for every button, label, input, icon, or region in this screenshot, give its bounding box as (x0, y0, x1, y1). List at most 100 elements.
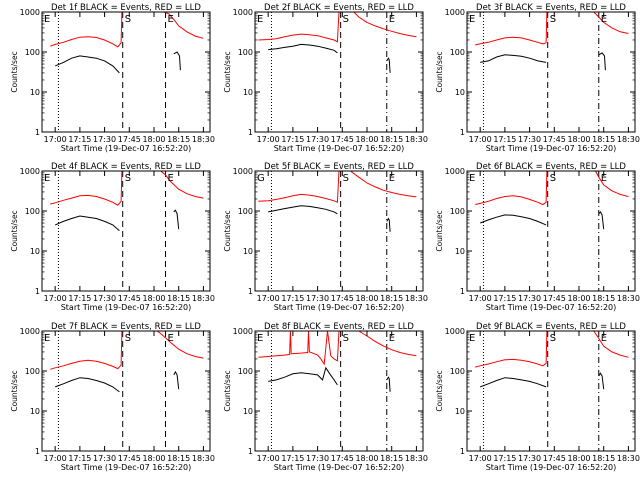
x-tick-label: 18:30 (617, 294, 640, 303)
x-tick-label: 18:15 (380, 294, 403, 303)
series-lld-line (50, 11, 123, 48)
series-lld-line (475, 11, 548, 46)
panel-title: Det 3f BLACK = Events, RED = LLD (476, 3, 626, 13)
series-lld-line (353, 11, 417, 38)
x-tick-label: 18:30 (405, 135, 428, 144)
plot-frame (41, 330, 211, 452)
x-tick-label: 18:00 (142, 135, 165, 144)
y-tick-label: 1000 (233, 167, 253, 176)
x-tick-label: 17:15 (68, 294, 91, 303)
plot-frame (466, 11, 636, 133)
plot-frame (41, 170, 211, 292)
marker-label: E (389, 333, 395, 344)
series-events-line (386, 57, 391, 73)
y-tick-label: 1 (248, 287, 253, 296)
marker-label: E (469, 333, 475, 344)
y-axis-label: Counts/sec (435, 370, 444, 411)
series-events-line (55, 215, 120, 232)
y-tick-label: 1000 (20, 167, 40, 176)
x-tick-label: 17:30 (518, 454, 541, 463)
x-tick-label: 17:15 (493, 135, 516, 144)
series-events-line (173, 209, 180, 230)
panel-title: Det 9f BLACK = Events, RED = LLD (476, 322, 626, 332)
x-tick-label: 18:15 (380, 454, 403, 463)
panel-title: Det 2f BLACK = Events, RED = LLD (264, 3, 414, 13)
x-tick-label: 18:30 (405, 294, 428, 303)
x-axis-label: Start Time (19-Dec-07 16:52:20) (61, 463, 192, 472)
x-tick-label: 17:15 (68, 454, 91, 463)
marker-label: S (343, 333, 349, 344)
x-tick-label: 17:00 (257, 294, 280, 303)
x-axis-label: Start Time (19-Dec-07 16:52:20) (61, 303, 192, 312)
y-tick-label: 1 (460, 287, 465, 296)
x-axis-label: Start Time (19-Dec-07 16:52:20) (486, 303, 617, 312)
marker-label: E (601, 333, 607, 344)
plot-frame (466, 170, 636, 292)
x-tick-label: 17:15 (493, 294, 516, 303)
series-events-line (598, 372, 605, 390)
x-tick-label: 17:30 (518, 294, 541, 303)
y-tick-label: 100 (450, 207, 465, 216)
y-tick-label: 10 (30, 88, 40, 97)
series-events-line (386, 217, 391, 232)
panel-title: Det 8f BLACK = Events, RED = LLD (264, 322, 414, 332)
y-axis-label: Counts/sec (10, 51, 19, 92)
y-tick-label: 100 (450, 367, 465, 376)
series-lld-line (350, 170, 417, 198)
x-axis-label: Start Time (19-Dec-07 16:52:20) (274, 463, 405, 472)
y-tick-label: 1 (248, 447, 253, 456)
series-events-line (598, 52, 606, 71)
plot-frame (41, 11, 211, 133)
y-tick-label: 100 (238, 48, 253, 57)
marker-label: S (550, 14, 556, 25)
x-tick-label: 18:00 (567, 294, 590, 303)
x-tick-label: 18:00 (567, 454, 590, 463)
y-axis-label: Counts/sec (223, 51, 232, 92)
x-tick-label: 17:45 (331, 294, 354, 303)
marker-label: E (601, 173, 607, 184)
x-tick-label: 17:00 (257, 454, 280, 463)
y-tick-label: 100 (238, 367, 253, 376)
series-events-line (55, 55, 120, 74)
x-tick-label: 17:00 (44, 294, 67, 303)
marker-label: S (550, 173, 556, 184)
x-tick-label: 17:45 (543, 135, 566, 144)
x-tick-label: 17:00 (257, 135, 280, 144)
x-tick-label: 18:30 (405, 454, 428, 463)
x-tick-label: 18:15 (380, 135, 403, 144)
y-tick-label: 10 (455, 247, 465, 256)
x-tick-label: 17:45 (331, 454, 354, 463)
marker-label: S (125, 173, 131, 184)
series-events-line (173, 51, 181, 71)
x-tick-label: 18:00 (355, 294, 378, 303)
x-tick-label: 17:30 (93, 454, 116, 463)
x-tick-label: 17:30 (306, 454, 329, 463)
x-tick-label: 18:30 (617, 135, 640, 144)
x-tick-label: 17:45 (543, 294, 566, 303)
series-events-line (268, 205, 338, 215)
y-tick-label: 100 (238, 207, 253, 216)
series-events-line (173, 370, 180, 390)
y-tick-label: 10 (30, 407, 40, 416)
y-axis-label: Counts/sec (223, 370, 232, 411)
x-tick-label: 17:15 (493, 454, 516, 463)
x-tick-label: 18:15 (592, 294, 615, 303)
x-tick-label: 18:00 (355, 135, 378, 144)
series-lld-line (156, 330, 204, 359)
y-tick-label: 10 (455, 407, 465, 416)
marker-label: E (257, 333, 263, 344)
marker-label: S (550, 333, 556, 344)
x-tick-label: 18:00 (567, 135, 590, 144)
marker-label: S (343, 14, 349, 25)
marker-label: S (125, 333, 131, 344)
marker-label: E (168, 173, 174, 184)
x-tick-label: 17:45 (331, 135, 354, 144)
x-tick-label: 18:15 (167, 454, 190, 463)
x-axis-label: Start Time (19-Dec-07 16:52:20) (274, 144, 405, 153)
marker-label: S (125, 14, 131, 25)
